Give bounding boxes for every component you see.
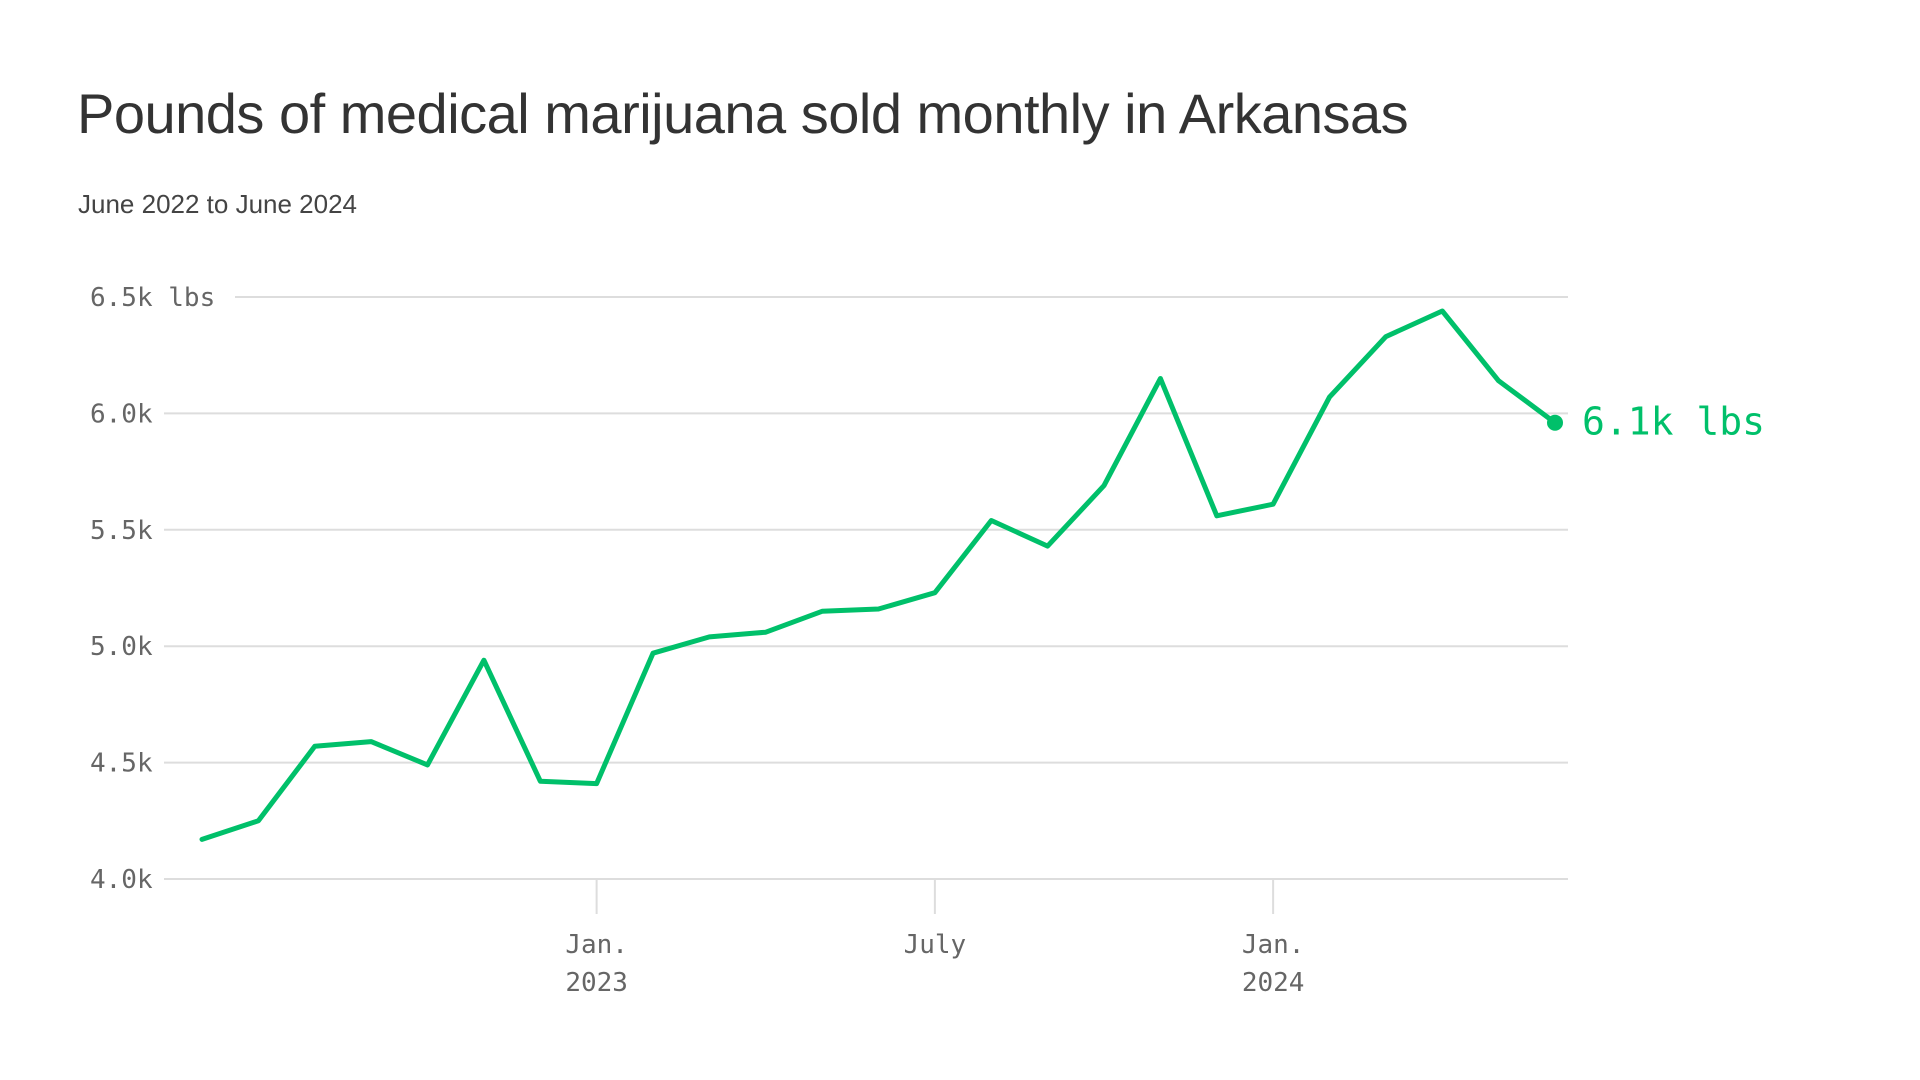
y-tick-label: 6.5k lbs	[90, 283, 215, 313]
x-tick-year-label: 2023	[565, 968, 628, 998]
y-tick-label: 5.0k	[90, 632, 153, 662]
x-tick-year-label: 2024	[1242, 968, 1305, 998]
y-tick-label: 4.5k	[90, 749, 153, 779]
y-tick-label: 4.0k	[90, 865, 153, 895]
series	[199, 308, 1558, 842]
x-axis-ticks: Jan. 2023 July Jan. 2024	[565, 879, 1304, 998]
gridlines	[164, 296, 1568, 880]
end-annotation: 6.1k lbs	[1547, 400, 1765, 444]
x-tick-label: Jan.	[565, 930, 628, 960]
y-tick-label: 5.5k	[90, 516, 153, 546]
end-value-label: 6.1k lbs	[1582, 400, 1765, 444]
x-tick-label: Jan.	[1242, 930, 1305, 960]
series-line	[199, 308, 1558, 842]
chart-subtitle: June 2022 to June 2024	[78, 189, 358, 219]
end-point-marker	[1547, 414, 1563, 431]
y-tick-label: 6.0k	[90, 399, 153, 429]
x-tick-label: July	[904, 930, 967, 960]
y-axis-ticks: 6.5k lbs 6.0k 5.5k 5.0k 4.5k 4.0k	[90, 283, 215, 895]
chart-title: Pounds of medical marijuana sold monthly…	[77, 82, 1409, 145]
